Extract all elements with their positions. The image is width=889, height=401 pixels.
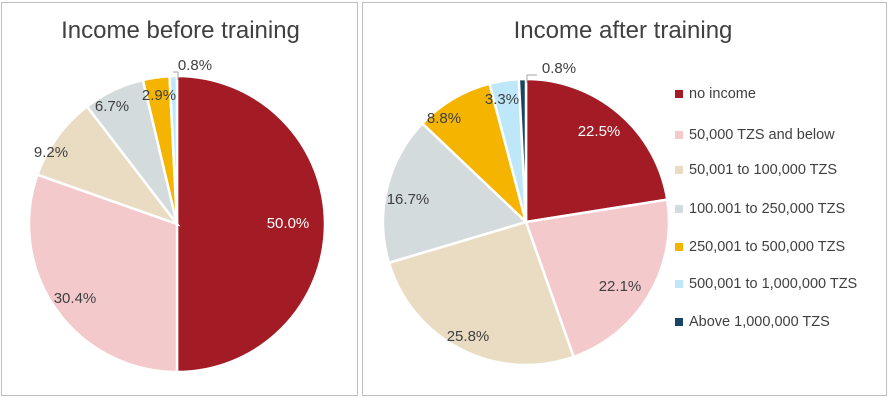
data-label: 22.5% <box>578 123 621 140</box>
legend-label: 50,000 TZS and below <box>689 127 835 143</box>
pie-slice <box>524 77 669 224</box>
legend-swatch <box>675 280 683 288</box>
data-label: 30.4% <box>54 290 97 307</box>
chart-panel-after: Income after training 22.5% 22.1% 25.8% 16.… <box>362 2 887 396</box>
pie-slice <box>517 77 528 223</box>
pie-chart-before: 50.0% 30.4% 9.2% 6.7% 2.9%0.8% <box>27 57 327 374</box>
legend-label: 50,001 to 100,000 TZS <box>689 162 838 178</box>
legend-swatch <box>675 90 683 98</box>
chart-title: Income after training <box>513 17 733 44</box>
data-label: 25.8% <box>447 328 490 345</box>
data-label: 9.2% <box>34 144 68 161</box>
pie-slice <box>387 220 576 367</box>
legend-label: Above 1,000,000 TZS <box>689 314 830 330</box>
legend-swatch <box>675 205 683 213</box>
pie-slice <box>381 121 529 265</box>
data-label: 2.9% <box>142 87 176 104</box>
legend-swatch <box>675 131 683 139</box>
chart-panel-before: Income before training 50.0% 30.4% 9.2% 6.7… <box>1 2 358 396</box>
pie-slice <box>524 198 671 359</box>
data-label: 0.8% <box>542 60 576 77</box>
leader-line <box>173 71 179 80</box>
data-label: 3.3% <box>485 91 519 108</box>
data-label: 8.8% <box>427 110 461 127</box>
legend-swatch <box>675 243 683 251</box>
data-label: 22.1% <box>599 278 642 295</box>
legend-label: no income <box>689 86 756 102</box>
data-label: 0.8% <box>178 57 212 74</box>
data-label: 6.7% <box>95 98 129 115</box>
chart-title: Income before training <box>61 17 300 44</box>
legend-swatch <box>675 318 683 326</box>
pie-slice <box>27 173 179 374</box>
legend-label: 250,001 to 500,000 TZS <box>689 239 846 255</box>
leader-line <box>526 74 537 83</box>
pie-chart-after: 22.5% 22.1% 25.8% 16.7% 8.8% 3.3% 0.8% <box>381 60 671 367</box>
pie-slice <box>175 74 327 374</box>
legend-swatch <box>675 166 683 174</box>
legend-label: 500,001 to 1,000,000 TZS <box>689 276 858 292</box>
data-label: 16.7% <box>387 191 430 208</box>
data-label: 50.0% <box>267 215 310 232</box>
legend-label: 100.001 to 250,000 TZS <box>689 201 846 217</box>
pie-slice <box>168 74 179 225</box>
pie-slice <box>35 104 181 227</box>
